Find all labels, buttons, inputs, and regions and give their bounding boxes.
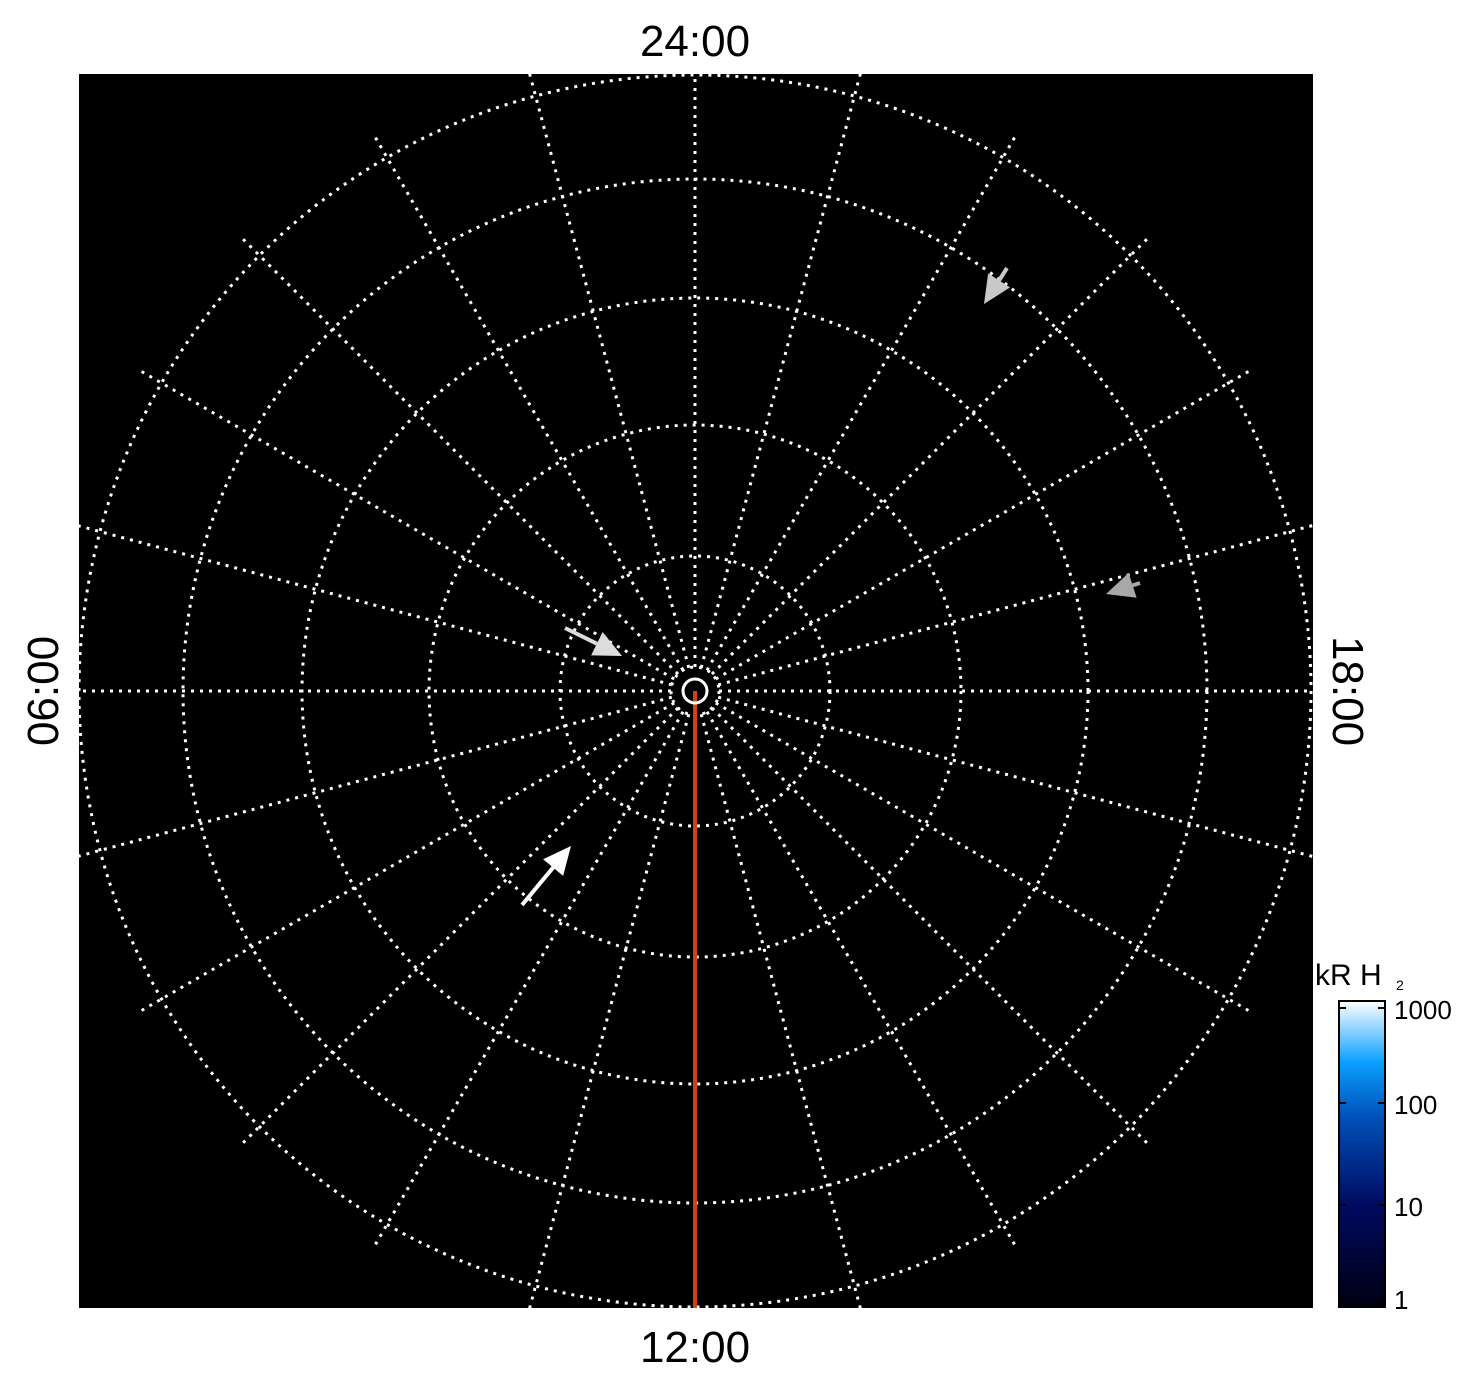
meridian-line <box>710 237 1149 676</box>
meridian-line <box>528 713 691 1308</box>
meridian-line <box>710 706 1149 1145</box>
colorbar-tick-label: 1000 <box>1394 995 1452 1025</box>
meridian-line <box>705 135 1017 671</box>
meridian-line <box>705 711 1017 1247</box>
arrows <box>520 266 1141 907</box>
colorbar-title-subscript: 2 <box>1396 977 1404 993</box>
pole-marker <box>681 677 709 705</box>
meridian-line <box>373 711 685 1247</box>
meridian-line <box>241 706 680 1145</box>
colorbar-tick-label: 1 <box>1394 1285 1408 1315</box>
colorbar-tick-label: 100 <box>1394 1090 1437 1120</box>
label-left: 06:00 <box>19 636 68 746</box>
meridian-line <box>715 701 1251 1013</box>
meridian-line <box>139 369 675 681</box>
arrow-2 <box>564 626 622 656</box>
meridian-line <box>717 695 1313 859</box>
colorbar-tick-label: 10 <box>1394 1192 1423 1222</box>
latitude-circle-2 <box>427 423 963 959</box>
arrow-1 <box>1106 573 1141 598</box>
meridian-line <box>717 523 1313 687</box>
colorbar: kR H 2 1000 100 10 1 <box>1315 959 1452 1315</box>
meridian-line <box>373 135 685 671</box>
colorbar-gradient <box>1338 1000 1386 1308</box>
label-bottom: 12:00 <box>640 1323 750 1372</box>
arrow-3 <box>520 846 571 907</box>
label-top: 24:00 <box>640 17 750 66</box>
arrow-0 <box>984 266 1011 304</box>
meridian-line <box>139 701 675 1013</box>
meridian-line <box>79 524 673 687</box>
meridian-line <box>528 74 691 669</box>
meridian-line <box>715 369 1251 681</box>
latitude-circle-5 <box>79 74 1313 1308</box>
colorbar-title: kR H <box>1315 959 1382 992</box>
meridian-line <box>699 713 862 1308</box>
meridian-line <box>699 74 862 669</box>
meridian-line <box>79 695 673 858</box>
label-right: 18:00 <box>1323 636 1372 746</box>
meridian-line <box>241 237 680 676</box>
